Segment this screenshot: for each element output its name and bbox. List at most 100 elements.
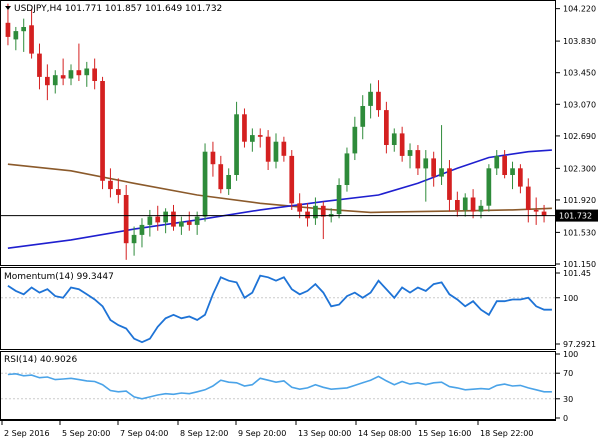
bear-candle [265, 130, 271, 171]
candle-body [407, 150, 413, 156]
bear-candle [447, 160, 452, 212]
candle-body [84, 68, 90, 76]
bull-candle [336, 178, 342, 219]
bear-candle [431, 151, 436, 187]
bull-candle [250, 128, 255, 152]
bull-candle [202, 143, 208, 222]
time-tick-label: 2 Sep 2016 [4, 429, 50, 438]
candle-body [478, 205, 484, 212]
price-tick-label: 104.220 [563, 5, 596, 14]
bull-candle [21, 18, 26, 52]
price-tick-label: 103.070 [563, 100, 596, 109]
candle-body [525, 186, 531, 210]
candle-body [297, 203, 302, 212]
candle-body [163, 211, 168, 223]
bear-candle [320, 201, 326, 240]
bull-candle [407, 143, 413, 169]
time-tick-label: 13 Sep 00:00 [298, 429, 351, 438]
bull-candle [226, 168, 231, 195]
candle-body [29, 25, 34, 54]
price-tick-label: 101.530 [563, 228, 596, 237]
time-tick-label: 8 Sep 12:00 [180, 429, 228, 438]
bear-candle [376, 80, 381, 117]
bear-candle [155, 205, 161, 231]
bull-candle [163, 208, 168, 234]
rsi-line [7, 372, 552, 400]
bull-candle [360, 95, 366, 140]
candle-body [360, 106, 366, 127]
price-pane: 104.220 103.830 103.450 103.070 102.690 102.3… [0, 0, 598, 269]
bear-candle [116, 178, 121, 204]
bull-candle [13, 26, 19, 51]
time-tick-label: 9 Sep 20:00 [238, 429, 286, 438]
candle-body [415, 150, 421, 169]
price-tick-label: 101.920 [563, 196, 596, 205]
candle-body [336, 185, 342, 215]
bear-candle [242, 108, 247, 148]
bear-candle [37, 43, 42, 90]
last-price-tag [556, 209, 598, 222]
bull-candle [439, 125, 444, 185]
bull-candle [147, 209, 153, 237]
bear-candle [186, 211, 192, 231]
time-axis: 2 Sep 2016 5 Sep 20:00 7 Sep 04:00 8 Sep 12… [0, 420, 556, 438]
candle-body [68, 70, 74, 79]
candle-body [45, 76, 50, 86]
momentum-line [7, 274, 552, 344]
candle-body [486, 168, 492, 206]
bear-candle [399, 126, 405, 162]
rsi-pane: 100 70 30 0 RSI(14) 40.9026 [0, 350, 578, 423]
bear-candle [384, 101, 389, 154]
bear-candle [415, 145, 421, 176]
last-price-line: 101.732 [1, 209, 598, 222]
bull-candle [52, 70, 58, 94]
bear-candle [108, 168, 113, 198]
rsi-tick-label: 30 [563, 395, 573, 404]
candle-body [171, 211, 176, 227]
bull-candle [368, 83, 373, 119]
candle-body [92, 68, 97, 81]
price-axis: 104.220 103.830 103.450 103.070 102.690 102.3… [556, 5, 596, 269]
bear-candle [76, 43, 82, 82]
candle-body [518, 168, 523, 187]
candle-body [447, 168, 452, 200]
price-tick-label: 103.450 [563, 69, 596, 78]
candle-body [242, 114, 247, 142]
candle-body [116, 189, 121, 195]
bear-candle [29, 8, 34, 59]
candle-body [194, 216, 200, 225]
bear-candle [518, 164, 523, 194]
candle-body [100, 81, 105, 181]
bear-candle [60, 58, 66, 86]
candle-body [439, 168, 444, 177]
candle-body [37, 53, 42, 77]
symbol-dropdown-icon[interactable] [5, 6, 11, 10]
bull-candle [313, 197, 318, 225]
candle-body [13, 31, 19, 40]
bear-candle [218, 155, 224, 194]
candle-body [60, 75, 66, 79]
candle-body [5, 22, 11, 37]
candle-body [368, 91, 373, 106]
bear-candle [470, 189, 476, 219]
candle-body [470, 197, 476, 212]
momentum-label: Momentum(14) 99.3447 [4, 272, 114, 282]
time-tick-label: 7 Sep 04:00 [120, 429, 168, 438]
bull-candle [352, 116, 358, 161]
bear-candle [305, 203, 310, 227]
bear-candle [289, 150, 295, 210]
candle-body [123, 195, 129, 244]
bull-candle [68, 64, 74, 86]
candle-body [210, 151, 216, 165]
candle-body [510, 168, 515, 175]
candle-body [218, 164, 224, 190]
bear-candle [297, 193, 302, 219]
price-tick-label: 102.300 [563, 164, 596, 173]
bull-candle [344, 147, 350, 192]
bull-candle [510, 161, 515, 190]
symbol-header: USDJPY,H4 101.771 101.857 101.649 101.73… [14, 4, 222, 14]
candle-body [320, 205, 326, 217]
bear-candle [281, 136, 287, 162]
